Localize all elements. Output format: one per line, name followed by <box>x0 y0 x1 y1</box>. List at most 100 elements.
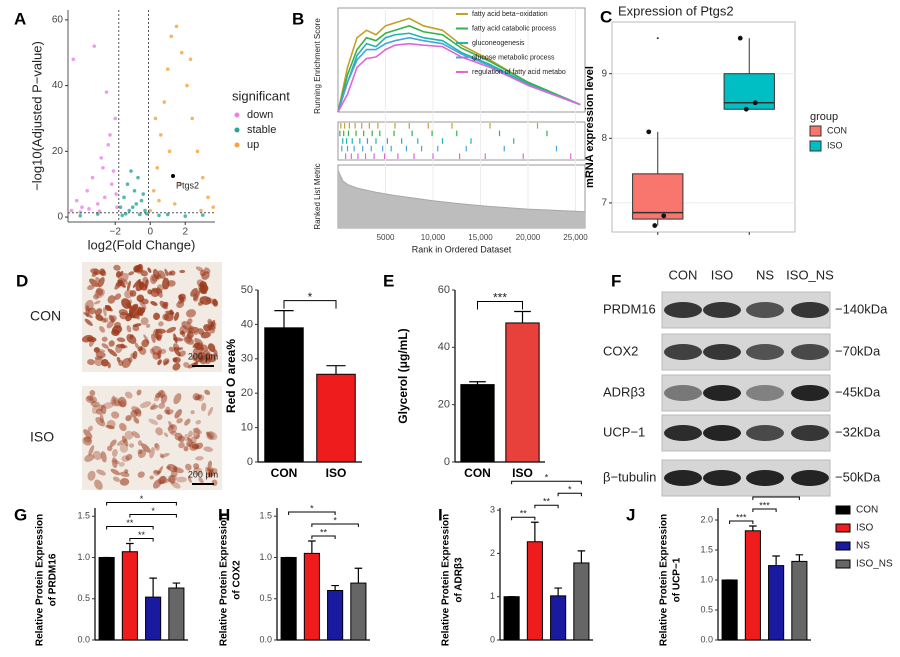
error-bar <box>531 521 539 542</box>
point <box>95 202 100 206</box>
lipid-droplet <box>210 321 217 327</box>
blot-band <box>746 470 784 486</box>
legend-label: fatty acid beta−oxidation <box>472 11 548 18</box>
significance-label: *** <box>736 512 747 522</box>
point <box>87 207 91 211</box>
lipid-droplet <box>133 264 142 273</box>
blot-band <box>664 385 702 401</box>
lipid-droplet <box>147 267 152 273</box>
point <box>652 223 658 228</box>
lipid-droplet <box>82 436 93 446</box>
lipid-droplet <box>95 287 103 296</box>
significance-bracket <box>752 508 777 512</box>
point <box>136 175 140 180</box>
lipid-droplet <box>118 309 128 316</box>
lipid-droplet <box>107 295 116 304</box>
lipid-droplet <box>192 427 203 435</box>
bar <box>526 541 543 641</box>
point <box>92 44 97 48</box>
point <box>134 202 139 206</box>
lipid-droplet <box>199 284 209 293</box>
bar <box>168 587 185 641</box>
lipid-droplet <box>87 425 93 432</box>
point <box>111 169 116 173</box>
legend-label: regulation of fatty acid metabo <box>472 69 566 76</box>
significance-bracket <box>511 480 582 485</box>
lipid-droplet <box>148 418 159 425</box>
lipid-droplet <box>170 430 177 436</box>
lane-label: ISO <box>711 267 733 282</box>
lipid-droplet <box>164 409 171 415</box>
lipid-droplet <box>87 359 95 366</box>
y-tick-label: 0 <box>247 456 253 468</box>
legend-label: ISO <box>856 523 873 534</box>
lipid-droplet <box>157 349 162 359</box>
bar <box>316 373 356 463</box>
significance-bracket <box>129 513 177 518</box>
lipid-droplet <box>168 475 176 484</box>
lipid-droplet <box>193 331 199 336</box>
enrichment-line <box>337 24 581 113</box>
significance-label: * <box>140 494 144 504</box>
y-tick-label: 8 <box>601 133 607 144</box>
significance-bracket <box>311 535 336 539</box>
panel-letter: E <box>383 271 394 290</box>
lipid-droplet <box>137 449 143 455</box>
lipid-droplet <box>84 318 93 326</box>
lipid-droplet <box>207 460 212 469</box>
lipid-droplet <box>186 441 191 448</box>
y-axis-label: Relative Protein Expression <box>35 514 46 646</box>
lipid-droplet <box>197 301 204 306</box>
lipid-droplet <box>84 454 95 462</box>
lipid-droplet <box>205 431 213 439</box>
point <box>143 208 147 213</box>
lipid-droplet <box>132 304 138 310</box>
size-label: −70kDa <box>835 343 881 358</box>
blot-band <box>703 302 741 318</box>
point <box>80 205 84 210</box>
lipid-droplet <box>166 280 176 287</box>
y-tick-label: 40 <box>241 318 253 330</box>
bar <box>744 530 761 641</box>
point <box>153 116 158 121</box>
y-axis-label: of UCP−1 <box>672 557 683 602</box>
y-tick-label: 3 <box>490 505 495 515</box>
lipid-droplet <box>157 466 164 476</box>
legend-label: glucose metabolic process <box>472 54 555 61</box>
lipid-droplet <box>192 393 201 401</box>
blot-band <box>746 344 784 360</box>
lipid-droplet <box>176 476 187 483</box>
point <box>139 198 144 203</box>
point <box>114 192 118 196</box>
lipid-droplet <box>113 264 121 271</box>
significance-label: * <box>151 506 155 516</box>
lipid-droplet <box>186 325 194 334</box>
error-bar <box>149 577 157 598</box>
lipid-droplet <box>131 431 141 439</box>
lipid-droplet <box>190 410 195 415</box>
significance-label: ** <box>320 527 328 537</box>
lipid-droplet <box>158 321 164 327</box>
significance-label: ** <box>126 518 134 528</box>
lipid-droplet <box>111 457 118 468</box>
lipid-droplet <box>198 477 204 484</box>
lipid-droplet <box>126 302 133 310</box>
lipid-droplet <box>83 429 93 439</box>
lipid-droplet <box>87 470 96 481</box>
lipid-droplet <box>116 356 121 363</box>
significance-bracket <box>477 301 523 310</box>
lipid-droplet <box>135 281 145 292</box>
lipid-droplet <box>206 431 215 440</box>
point <box>78 213 83 218</box>
point <box>104 90 109 94</box>
lipid-droplet <box>104 305 112 312</box>
x-tick-label: 10,000 <box>421 233 446 242</box>
lipid-droplet <box>106 320 114 329</box>
micrograph <box>82 386 222 490</box>
protein-label: β−tubulin <box>603 469 656 484</box>
lipid-droplet <box>150 301 158 306</box>
point <box>148 208 153 213</box>
lipid-droplet <box>103 317 109 323</box>
point <box>158 133 163 137</box>
